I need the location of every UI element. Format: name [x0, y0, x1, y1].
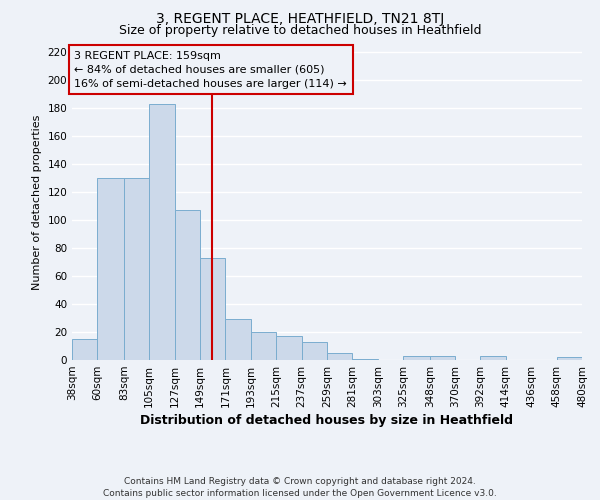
Bar [124, 178, 149, 360]
Bar [430, 356, 455, 360]
Bar [175, 210, 200, 360]
Text: Size of property relative to detached houses in Heathfield: Size of property relative to detached ho… [119, 24, 481, 37]
Bar [327, 353, 352, 360]
Bar [149, 104, 175, 360]
Bar [97, 178, 124, 360]
Bar [251, 332, 276, 360]
Bar [276, 336, 302, 360]
Bar [403, 356, 430, 360]
Bar [226, 320, 251, 360]
Y-axis label: Number of detached properties: Number of detached properties [32, 115, 42, 290]
Bar [352, 358, 378, 360]
Text: 3, REGENT PLACE, HEATHFIELD, TN21 8TJ: 3, REGENT PLACE, HEATHFIELD, TN21 8TJ [156, 12, 444, 26]
Text: Contains HM Land Registry data © Crown copyright and database right 2024.
Contai: Contains HM Land Registry data © Crown c… [103, 476, 497, 498]
Bar [302, 342, 327, 360]
Bar [481, 356, 506, 360]
X-axis label: Distribution of detached houses by size in Heathfield: Distribution of detached houses by size … [140, 414, 514, 427]
Text: 3 REGENT PLACE: 159sqm
← 84% of detached houses are smaller (605)
16% of semi-de: 3 REGENT PLACE: 159sqm ← 84% of detached… [74, 50, 347, 88]
Bar [557, 357, 582, 360]
Bar [200, 258, 226, 360]
Bar [72, 339, 97, 360]
